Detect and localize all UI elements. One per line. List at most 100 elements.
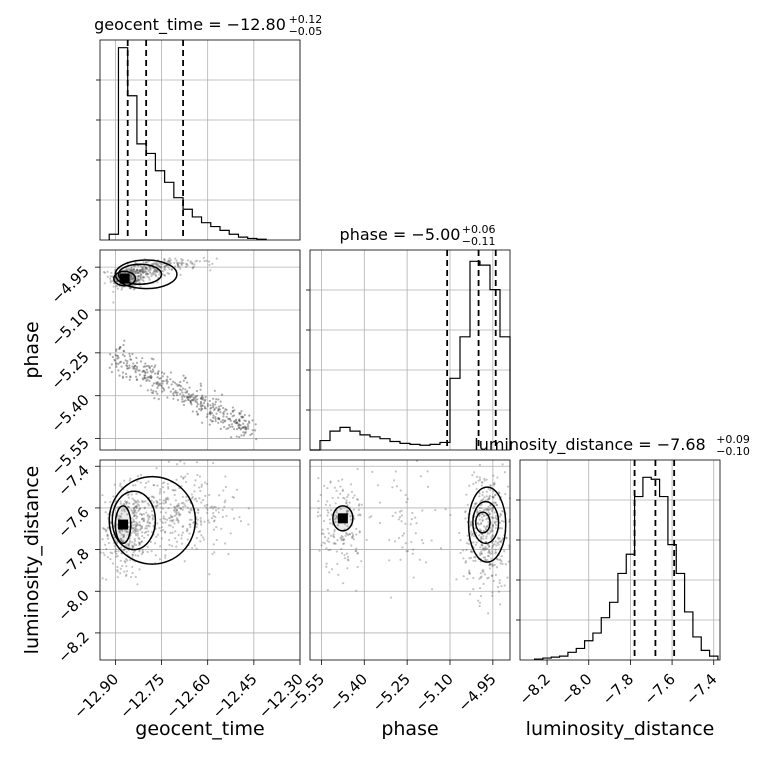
sample-point — [131, 556, 134, 559]
sample-point — [484, 558, 487, 561]
sample-point — [208, 411, 212, 414]
sample-point — [503, 550, 506, 553]
sample-point — [477, 599, 480, 602]
sample-point — [133, 508, 136, 511]
sample-point — [142, 276, 145, 279]
sample-point — [133, 514, 136, 518]
sample-point — [494, 493, 497, 497]
sample-point — [134, 505, 138, 509]
sample-point — [115, 280, 119, 283]
sample-point — [134, 575, 137, 578]
sample-point — [356, 551, 359, 555]
sample-point — [122, 343, 125, 347]
sample-point — [121, 539, 124, 542]
sample-point — [164, 530, 167, 533]
sample-point — [475, 487, 478, 490]
sample-point — [172, 387, 175, 391]
sample-point — [133, 511, 136, 514]
sample-point — [145, 266, 148, 269]
sample-point — [412, 548, 415, 551]
sample-point — [116, 568, 119, 572]
sample-point — [156, 376, 159, 379]
sample-point — [158, 492, 161, 495]
sample-point — [131, 571, 134, 575]
sample-point — [239, 427, 243, 430]
sample-point — [142, 275, 145, 278]
sample-point — [483, 573, 487, 576]
sample-point — [132, 268, 136, 271]
sample-point — [244, 426, 247, 429]
sample-point — [175, 508, 178, 512]
sample-point — [223, 410, 226, 413]
density-contour — [114, 505, 132, 545]
y-tick-label: −8.2 — [54, 628, 92, 666]
sample-point — [127, 267, 130, 271]
density-contour — [467, 486, 507, 563]
sample-point — [159, 511, 163, 514]
sample-point — [142, 260, 145, 264]
sample-point — [175, 259, 178, 262]
sample-point — [180, 389, 183, 392]
sample-point — [344, 523, 347, 526]
sample-point — [501, 562, 504, 566]
panel-frame — [99, 39, 301, 241]
sample-point — [161, 390, 164, 393]
sample-point — [208, 423, 211, 426]
sample-point — [124, 574, 128, 577]
sample-point — [488, 550, 491, 553]
sample-point — [170, 515, 173, 519]
sample-point — [156, 372, 160, 376]
sample-point — [492, 496, 495, 499]
sample-point — [481, 518, 484, 522]
sample-point — [127, 493, 130, 496]
sample-point — [345, 552, 349, 555]
sample-point — [150, 364, 153, 368]
sample-point — [136, 522, 139, 525]
sample-point — [114, 359, 117, 362]
sample-point — [235, 421, 239, 425]
sample-point — [191, 495, 194, 499]
sample-point — [214, 506, 217, 509]
sample-point — [180, 485, 183, 488]
sample-point — [494, 526, 497, 530]
sample-point — [209, 418, 212, 421]
sample-point — [138, 508, 141, 511]
sample-point — [136, 532, 139, 536]
sample-point — [158, 526, 161, 530]
sample-point — [140, 525, 143, 528]
sample-point — [326, 509, 329, 512]
sample-point — [132, 265, 135, 268]
panel-frame — [309, 459, 511, 661]
sample-point — [345, 501, 348, 504]
sample-point — [486, 558, 489, 562]
sample-point — [212, 461, 215, 465]
sample-point — [134, 509, 137, 512]
y-tick-label: −8.0 — [54, 586, 92, 624]
sample-point — [112, 533, 115, 537]
sample-point — [214, 419, 217, 423]
sample-point — [138, 550, 141, 553]
sample-point — [125, 362, 129, 365]
sample-point — [109, 500, 112, 504]
sample-point — [141, 499, 144, 503]
sample-point — [163, 531, 167, 534]
sample-point — [141, 518, 144, 521]
sample-point — [128, 541, 131, 544]
sample-point — [160, 526, 163, 529]
sample-point — [222, 415, 225, 418]
sample-point — [480, 552, 483, 555]
sample-point — [368, 516, 371, 519]
sample-point — [504, 563, 507, 566]
sample-point — [125, 502, 128, 505]
sample-point — [179, 273, 182, 276]
sample-point — [186, 396, 189, 400]
sample-point — [118, 529, 121, 532]
sample-point — [360, 503, 363, 506]
sample-point — [321, 528, 324, 531]
sample-point — [356, 498, 359, 501]
sample-point — [336, 524, 340, 527]
sample-point — [494, 552, 497, 555]
sample-point — [125, 558, 128, 561]
sample-point — [223, 505, 226, 508]
sample-point — [117, 362, 120, 365]
